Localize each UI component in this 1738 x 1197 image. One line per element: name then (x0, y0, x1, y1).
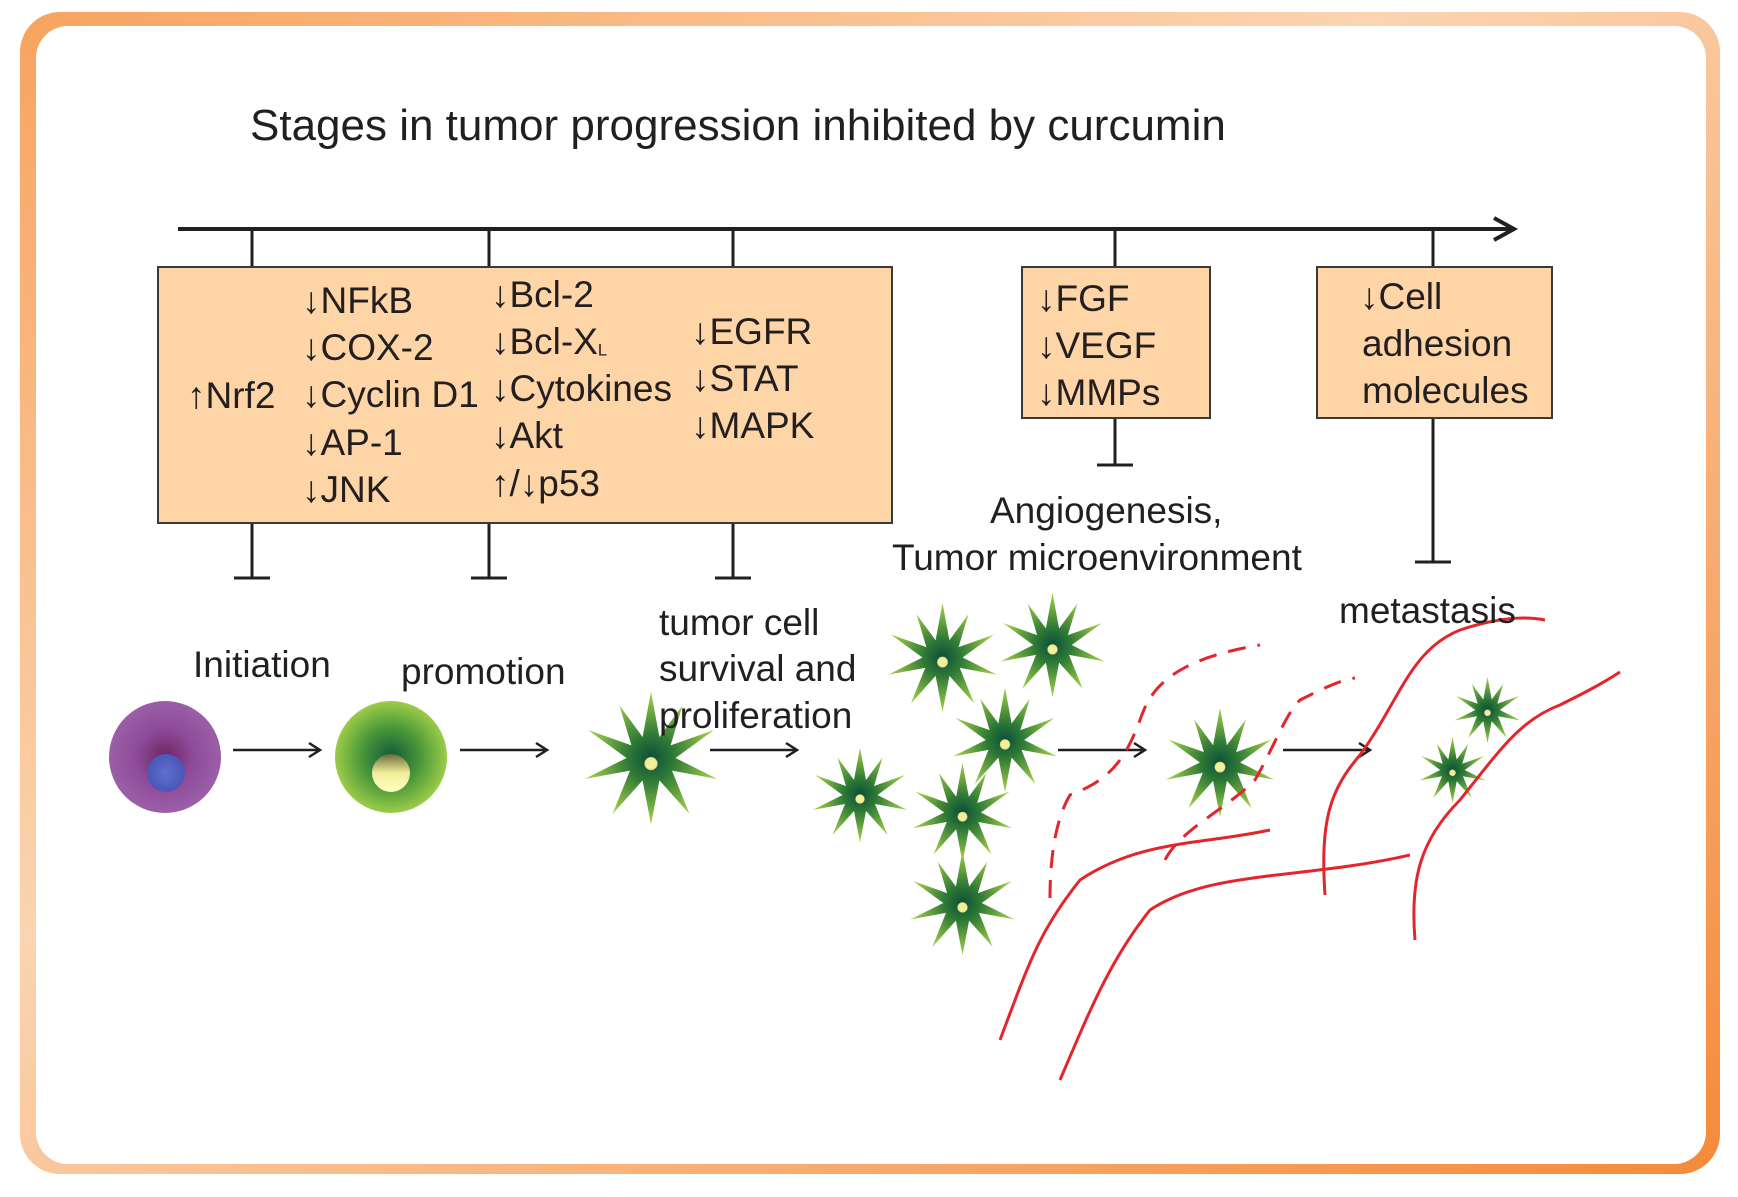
blood-vessels (998, 616, 1621, 1081)
diagram-title: Stages in tumor progression inhibited by… (250, 101, 1226, 150)
nrf2-label: ↑Nrf2 (187, 375, 276, 416)
vegf-label: ↓VEGF (1037, 325, 1157, 366)
cox2-label: ↓COX-2 (302, 327, 434, 368)
mmps-label: ↓MMPs (1037, 372, 1161, 413)
inhibition-bars (234, 418, 1451, 580)
main-inhibitor-box (157, 266, 893, 524)
timeline-connectors (250, 229, 1435, 268)
cytokines-label: ↓Cytokines (491, 368, 672, 409)
survival-label-line2: survival and (659, 648, 857, 689)
jnk-label: ↓JNK (302, 469, 391, 510)
ap1-label: ↓AP-1 (302, 422, 403, 463)
adhesion-label: adhesion (1362, 323, 1513, 364)
p53-label: ↑/↓p53 (491, 463, 601, 504)
cell-label: ↓Cell (1360, 276, 1443, 317)
angiogenesis-label-line2: Tumor microenvironment (892, 537, 1302, 578)
initiated-cell (109, 701, 221, 813)
metastasis-label: metastasis (1339, 590, 1516, 631)
mapk-label: ↓MAPK (691, 405, 815, 446)
fgf-label: ↓FGF (1037, 278, 1130, 319)
cyclin-d1-label: ↓Cyclin D1 (302, 374, 479, 415)
egfr-label: ↓EGFR (691, 311, 813, 352)
promoted-cell (335, 701, 447, 813)
promotion-label: promotion (401, 651, 566, 692)
survival-label-line1: tumor cell (659, 602, 820, 643)
stat-label: ↓STAT (691, 358, 799, 399)
stage-arrows (233, 741, 1373, 759)
angiogenesis-inhibitor-box (1021, 266, 1211, 419)
bclxl-label: ↓Bcl-XL (491, 321, 608, 362)
akt-label: ↓Akt (491, 415, 563, 456)
nfkb-label: ↓NFkB (302, 280, 413, 321)
molecules-label: molecules (1362, 370, 1529, 411)
initiation-label: Initiation (193, 644, 331, 685)
metastasis-inhibitor-box (1316, 266, 1553, 419)
timeline-arrow (178, 216, 1519, 242)
angiogenesis-label-line1: Angiogenesis, (990, 490, 1223, 531)
bcl2-label: ↓Bcl-2 (491, 274, 594, 315)
survival-label-line3: proliferation (659, 695, 853, 736)
